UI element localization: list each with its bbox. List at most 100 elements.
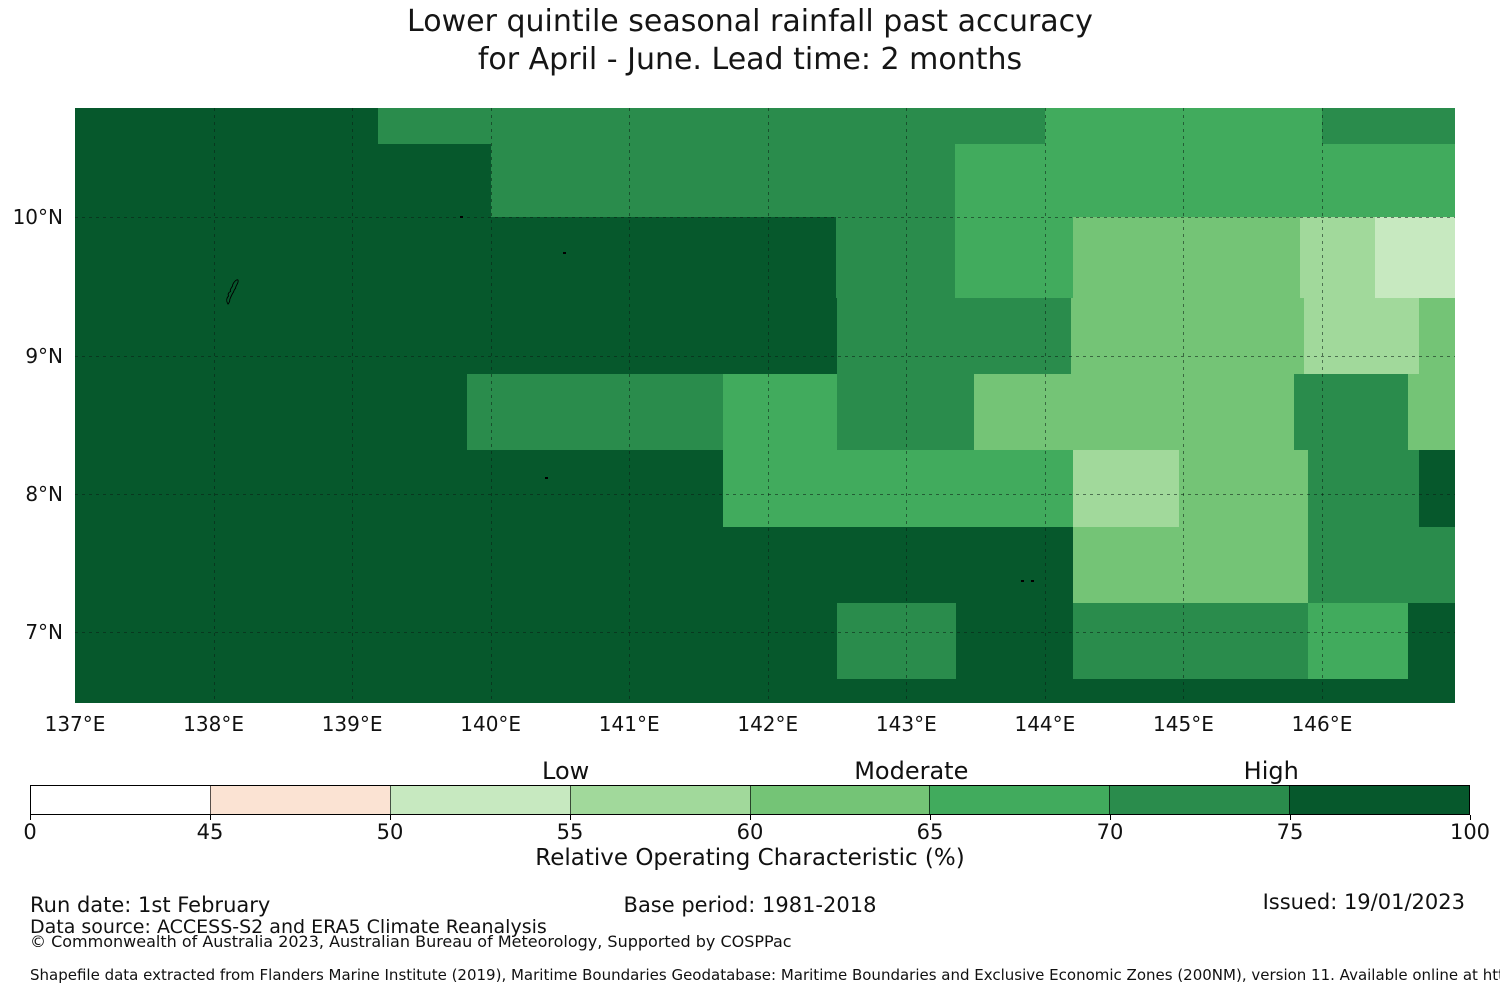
colorbar-tick-label: 100 [1449,820,1491,844]
data-source-text: Data source: ACCESS-S2 and ERA5 Climate … [30,916,547,938]
map-cell-roc-70-75 [837,603,957,680]
map-cell-roc-70-75 [1294,373,1408,450]
map-cell-roc-75-100 [1418,449,1455,528]
meridian-gridline [490,108,492,703]
x-tick-label: 146°E [1291,712,1353,736]
map-cell-roc-70-75 [378,108,1045,144]
map-cell-roc-65-70 [723,449,1073,528]
colorbar-tick-mark [210,815,211,820]
colorbar-segment-45-50 [209,786,390,814]
meridian-gridline [1321,108,1323,703]
map-cell-roc-75-100 [75,679,1455,703]
y-axis-tick-labels: 10°N 9°N 8°N 7°N [0,108,63,703]
map-cell-roc-65-70 [954,217,1073,298]
colorbar-segment-60-65 [749,786,930,814]
colorbar [30,785,1470,815]
parallel-gridline [75,632,1455,634]
colorbar-tick-mark [1290,815,1291,820]
x-tick-label: 143°E [875,712,937,736]
map-cell-roc-70-75 [467,373,724,450]
map-cell-roc-50-55 [1374,217,1455,298]
x-tick-label: 141°E [598,712,660,736]
map-cell-roc-60-65 [1179,449,1309,528]
colorbar-tick-mark [930,815,931,820]
colorbar-tick-label: 55 [556,820,584,844]
base-period-text: Base period: 1981-2018 [623,893,877,917]
x-tick-label: 138°E [183,712,244,736]
colorbar-segment-50-55 [389,786,570,814]
meridian-gridline [1044,108,1046,703]
issued-date-text: Issued: 19/01/2023 [1262,890,1465,914]
meridian-gridline [352,108,354,703]
meridian-gridline [629,108,631,703]
colorbar-tick-label: 75 [1276,820,1304,844]
chart-title-line2: for April - June. Lead time: 2 months [477,42,1023,77]
islet-mark [544,477,548,480]
colorbar-category-moderate: Moderate [854,757,969,785]
colorbar-tick-mark [30,815,31,820]
shapefile-attribution-text: Shapefile data extracted from Flanders M… [30,966,1500,984]
map-cell-roc-70-75 [1308,449,1419,528]
island-outline-palau [220,278,243,309]
map-cell-roc-75-100 [75,373,468,450]
map-cell-roc-75-100 [956,603,1073,680]
x-tick-label: 144°E [1014,712,1076,736]
colorbar-tick-label: 45 [196,820,224,844]
y-tick-label: 9°N [25,343,63,368]
colorbar-segment-65-70 [929,786,1110,814]
colorbar-tick-label: 0 [23,820,37,844]
map-cell-roc-75-100 [75,297,838,374]
parallel-gridline [75,355,1455,357]
map-cell-roc-65-70 [723,373,838,450]
map-cell-roc-75-100 [1407,603,1455,680]
map-cell-roc-70-75 [1321,108,1455,144]
y-tick-label: 8°N [25,482,63,507]
map-cell-roc-70-75 [835,217,955,298]
meridian-gridline [767,108,769,703]
map-cell-roc-65-70 [1308,603,1408,680]
map-cell-roc-70-75 [490,143,955,218]
map-cell-roc-60-65 [1071,297,1304,374]
map-cell-roc-60-65 [974,373,1295,450]
map-cell-roc-55-60 [1299,217,1375,298]
map-cell-roc-70-75 [1072,603,1309,680]
map-cell-roc-70-75 [837,297,1072,374]
run-date-text: Run date: 1st February [30,893,271,917]
colorbar-tick-mark [750,815,751,820]
map-cell-roc-60-65 [1418,297,1455,374]
colorbar-tick-labels: 0 45 50 55 60 65 70 75 100 [23,815,1490,849]
colorbar-category-labels: Low Moderate High [30,757,1470,785]
colorbar-category-low: Low [542,757,590,785]
x-tick-label: 140°E [460,712,522,736]
x-tick-label: 142°E [737,712,799,736]
x-tick-label: 137°E [44,712,106,736]
map-cell-roc-65-70 [954,143,1455,218]
meridian-gridline [1183,108,1185,703]
x-tick-label: 139°E [321,712,383,736]
copyright-text: © Commonwealth of Australia 2023, Austra… [30,932,792,951]
islet-mark [562,251,566,254]
map-cell-roc-75-100 [75,603,838,680]
map-cell-roc-60-65 [1072,217,1300,298]
colorbar-tick-label: 65 [916,820,944,844]
colorbar-tick-mark [1470,815,1471,820]
map-cell-roc-75-100 [75,449,724,528]
colorbar-tick-label: 70 [1096,820,1124,844]
islet-mark [1021,579,1025,582]
map-cell-roc-55-60 [1303,297,1419,374]
map-cell-roc-55-60 [1072,449,1180,528]
islet-mark [1031,579,1035,582]
map-cell-roc-70-75 [837,373,975,450]
colorbar-segment-0-45 [31,786,210,814]
colorbar-axis-label: Relative Operating Characteristic (%) [535,845,965,871]
colorbar-tick-mark [1110,815,1111,820]
colorbar-tick-mark [570,815,571,820]
map-cell-roc-60-65 [1072,527,1309,604]
x-axis-tick-labels: 137°E 138°E 139°E 140°E 141°E 142°E 143°E 144°E… [45,712,1455,738]
map-cell-roc-75-100 [75,108,379,144]
map-cell-roc-75-100 [75,217,836,298]
colorbar-category-high: High [1243,757,1299,785]
colorbar-tick-label: 50 [376,820,404,844]
x-tick-label: 145°E [1153,712,1214,736]
